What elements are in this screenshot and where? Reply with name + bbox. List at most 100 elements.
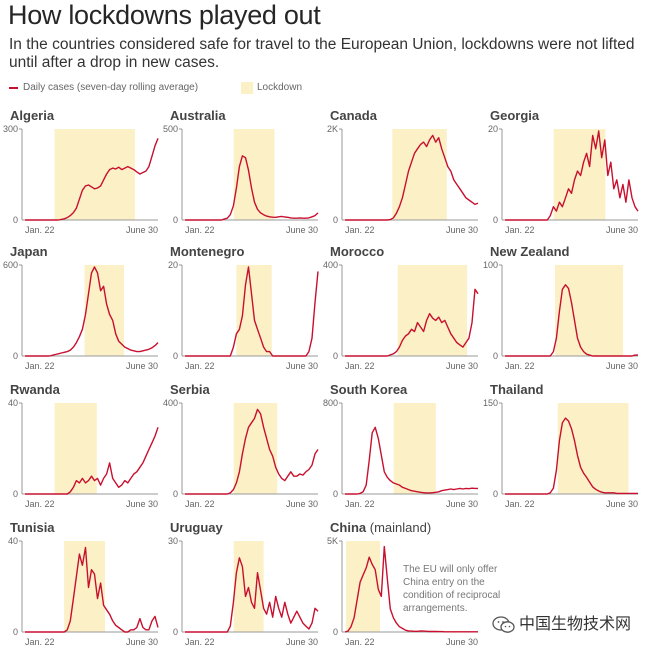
y-zero-label-australia: 0 — [173, 215, 178, 225]
y-max-label-georgia: 20 — [488, 124, 498, 134]
x-end-label-uruguay: June 30 — [286, 637, 318, 647]
x-start-label-algeria: Jan. 22 — [25, 225, 55, 235]
x-start-label-georgia: Jan. 22 — [505, 225, 535, 235]
lockdown-band-new-zealand — [555, 265, 624, 356]
x-end-label-canada: June 30 — [446, 225, 478, 235]
annotation-line: condition of reciprocal — [403, 590, 500, 601]
country-title-new-zealand: New Zealand — [490, 244, 570, 259]
watermark-text: 中国生物技术网 — [519, 616, 632, 633]
x-start-label-japan: Jan. 22 — [25, 361, 55, 371]
y-max-label-thailand: 150 — [483, 398, 498, 408]
x-start-label-uruguay: Jan. 22 — [185, 637, 215, 647]
country-title-thailand: Thailand — [490, 382, 544, 397]
y-zero-label-georgia: 0 — [493, 215, 498, 225]
y-max-label-rwanda: 40 — [8, 398, 18, 408]
y-zero-label-uruguay: 0 — [173, 627, 178, 637]
x-end-label-japan: June 30 — [126, 361, 158, 371]
x-start-label-tunisia: Jan. 22 — [25, 637, 55, 647]
series-line-serbia — [185, 408, 319, 495]
y-zero-label-china: 0 — [333, 627, 338, 637]
series-line-australia — [185, 155, 319, 221]
y-max-label-uruguay: 30 — [168, 536, 178, 546]
x-start-label-south-korea: Jan. 22 — [345, 499, 375, 509]
lockdown-band-china — [346, 541, 381, 632]
series-line-canada — [345, 134, 479, 221]
x-end-label-rwanda: June 30 — [126, 499, 158, 509]
lockdown-band-south-korea — [393, 403, 436, 494]
y-zero-label-south-korea: 0 — [333, 489, 338, 499]
lockdown-band-thailand — [557, 403, 629, 494]
country-title-china: China (mainland) — [330, 520, 431, 535]
y-max-label-tunisia: 40 — [8, 536, 18, 546]
x-start-label-new-zealand: Jan. 22 — [505, 361, 535, 371]
x-end-label-australia: June 30 — [286, 225, 318, 235]
y-max-label-japan: 600 — [3, 260, 18, 270]
lockdown-band-canada — [392, 129, 447, 220]
country-title-south-korea: South Korea — [330, 382, 408, 397]
y-max-label-new-zealand: 100 — [483, 260, 498, 270]
y-zero-label-algeria: 0 — [13, 215, 18, 225]
series-line-japan — [25, 266, 159, 357]
series-line-south-korea — [345, 426, 478, 495]
wechat-icon — [492, 616, 515, 633]
x-end-label-georgia: June 30 — [606, 225, 638, 235]
x-start-label-australia: Jan. 22 — [185, 225, 215, 235]
series-line-thailand — [505, 417, 638, 495]
y-max-label-algeria: 300 — [3, 124, 18, 134]
x-end-label-new-zealand: June 30 — [606, 361, 638, 371]
x-start-label-china: Jan. 22 — [345, 637, 375, 647]
annotation-line: The EU will only offer — [403, 564, 498, 575]
x-start-label-thailand: Jan. 22 — [505, 499, 535, 509]
country-title-algeria: Algeria — [10, 108, 55, 123]
series-line-algeria — [25, 138, 159, 221]
legend-lockdown-swatch — [241, 82, 253, 94]
y-max-label-china: 5K — [327, 536, 338, 546]
country-title-canada: Canada — [330, 108, 378, 123]
lockdown-band-uruguay — [233, 541, 264, 632]
series-line-georgia — [505, 130, 639, 221]
x-start-label-montenegro: Jan. 22 — [185, 361, 215, 371]
y-max-label-canada: 2K — [327, 124, 338, 134]
y-max-label-australia: 500 — [163, 124, 178, 134]
y-zero-label-japan: 0 — [13, 351, 18, 361]
y-zero-label-tunisia: 0 — [13, 627, 18, 637]
y-max-label-morocco: 400 — [323, 260, 338, 270]
series-line-tunisia — [25, 546, 159, 633]
series-line-new-zealand — [505, 284, 638, 357]
lockdown-band-rwanda — [54, 403, 97, 494]
y-zero-label-rwanda: 0 — [13, 489, 18, 499]
x-start-label-morocco: Jan. 22 — [345, 361, 375, 371]
series-line-uruguay — [185, 557, 319, 633]
x-end-label-serbia: June 30 — [286, 499, 318, 509]
x-start-label-rwanda: Jan. 22 — [25, 499, 55, 509]
x-end-label-china: June 30 — [446, 637, 478, 647]
x-end-label-algeria: June 30 — [126, 225, 158, 235]
x-end-label-tunisia: June 30 — [126, 637, 158, 647]
country-title-uruguay: Uruguay — [170, 520, 224, 535]
annotation-line: China entry on the — [403, 577, 485, 588]
country-title-montenegro: Montenegro — [170, 244, 244, 259]
x-end-label-south-korea: June 30 — [446, 499, 478, 509]
series-line-china — [344, 545, 478, 633]
annotation-china: The EU will only offer China entry on the… — [403, 564, 500, 614]
country-title-australia: Australia — [170, 108, 226, 123]
y-zero-label-montenegro: 0 — [173, 351, 178, 361]
series-line-rwanda — [25, 427, 159, 495]
legend-label-lockdown: Lockdown — [257, 82, 303, 93]
x-start-label-canada: Jan. 22 — [345, 225, 375, 235]
legend-line-swatch — [9, 87, 18, 89]
